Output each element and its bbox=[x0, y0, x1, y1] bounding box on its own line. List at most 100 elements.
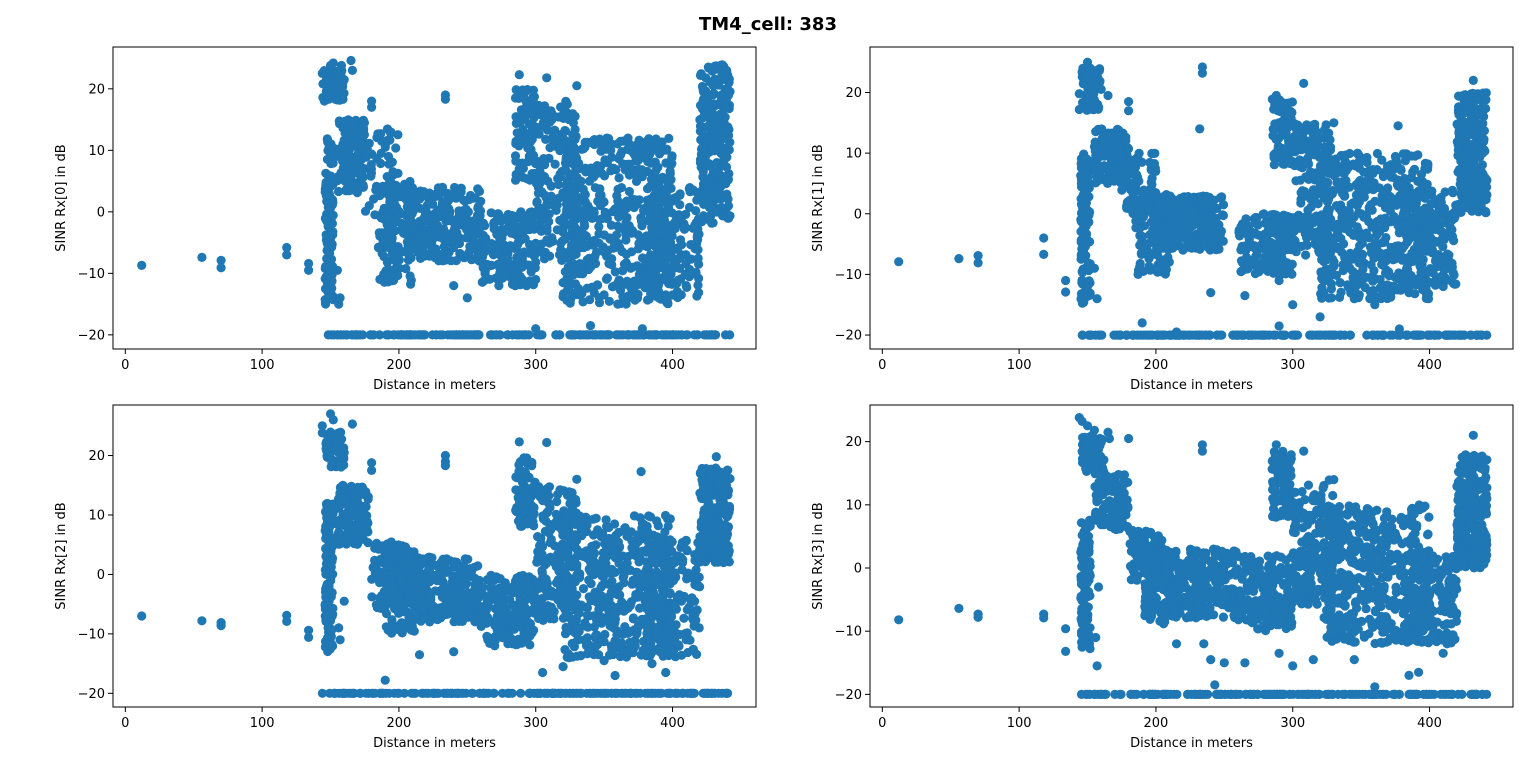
scatter-point bbox=[320, 78, 330, 88]
scatter-point bbox=[531, 324, 541, 334]
scatter-point bbox=[694, 288, 704, 298]
scatter-point bbox=[576, 176, 586, 186]
scatter-point bbox=[1270, 214, 1281, 224]
scatter-point bbox=[1099, 136, 1109, 146]
scatter-point bbox=[1303, 157, 1313, 168]
scatter-point bbox=[1370, 300, 1380, 310]
scatter-point bbox=[536, 247, 547, 257]
scatter-point bbox=[607, 260, 617, 270]
scatter-point bbox=[1081, 70, 1091, 81]
scatter-point bbox=[642, 242, 653, 252]
scatter-point bbox=[1244, 221, 1254, 231]
scatter-point bbox=[518, 132, 529, 142]
scatter-point bbox=[326, 279, 336, 289]
scatter-point bbox=[519, 225, 530, 235]
scatter-point bbox=[515, 271, 525, 281]
scatter-point bbox=[600, 207, 610, 217]
scatter-point bbox=[1454, 91, 1464, 101]
scatter-point bbox=[637, 153, 647, 163]
scatter-point bbox=[1097, 330, 1107, 340]
scatter-point bbox=[1171, 327, 1182, 337]
scatter-point bbox=[599, 171, 610, 181]
scatter-point bbox=[339, 75, 349, 85]
scatter-point bbox=[1121, 136, 1131, 146]
x-tick-label: 400 bbox=[1417, 358, 1442, 373]
scatter-point bbox=[574, 290, 584, 300]
scatter-point bbox=[720, 330, 731, 340]
scatter-point bbox=[624, 186, 635, 197]
scatter-point bbox=[459, 195, 469, 205]
scatter-point bbox=[1479, 193, 1489, 203]
scatter-point bbox=[1339, 239, 1349, 249]
scatter-point bbox=[1439, 252, 1449, 262]
scatter-point bbox=[1292, 330, 1303, 340]
scatter-point bbox=[1319, 287, 1329, 297]
scatter-series bbox=[137, 409, 735, 698]
scatter-point bbox=[1372, 230, 1382, 240]
scatter-point bbox=[1194, 218, 1205, 228]
scatter-point bbox=[1348, 267, 1358, 277]
scatter-point bbox=[336, 330, 346, 340]
scatter-point bbox=[1433, 221, 1443, 231]
scatter-point bbox=[546, 191, 556, 201]
scatter-point bbox=[1163, 252, 1173, 262]
scatter-point bbox=[386, 128, 396, 138]
scatter-point bbox=[702, 330, 712, 340]
scatter-point bbox=[403, 196, 413, 206]
scatter-point bbox=[340, 118, 350, 128]
scatter-point bbox=[1304, 146, 1314, 156]
scatter-point bbox=[373, 243, 384, 253]
scatter-point bbox=[1478, 88, 1488, 98]
scatter-point bbox=[1132, 170, 1142, 180]
scatter-point bbox=[662, 195, 672, 205]
scatter-point bbox=[327, 239, 337, 249]
scatter-point bbox=[1424, 233, 1434, 243]
scatter-point bbox=[717, 180, 727, 190]
scatter-point bbox=[570, 279, 581, 289]
scatter-point bbox=[1129, 330, 1139, 340]
scatter-point bbox=[1344, 251, 1354, 262]
scatter-point bbox=[665, 166, 675, 176]
scatter-point bbox=[1150, 148, 1160, 158]
scatter-point bbox=[552, 225, 562, 235]
y-tick-label: −10 bbox=[835, 268, 862, 283]
scatter-point bbox=[509, 220, 519, 230]
scatter-point bbox=[338, 156, 348, 166]
scatter-point bbox=[1403, 330, 1413, 340]
scatter-point bbox=[391, 180, 401, 190]
scatter-point bbox=[568, 182, 579, 192]
scatter-point bbox=[602, 133, 612, 143]
scatter-point bbox=[1406, 280, 1416, 290]
scatter-point bbox=[572, 81, 582, 91]
scatter-point bbox=[1253, 242, 1264, 252]
scatter-point bbox=[1077, 267, 1088, 277]
scatter-point bbox=[1457, 157, 1467, 167]
scatter-point bbox=[383, 183, 393, 193]
y-tick-label: 10 bbox=[845, 147, 862, 162]
scatter-point bbox=[1089, 263, 1099, 273]
x-tick-label: 200 bbox=[387, 358, 412, 373]
x-tick-label: 300 bbox=[1280, 358, 1305, 373]
scatter-point bbox=[693, 245, 703, 255]
scatter-point bbox=[410, 330, 421, 340]
scatter-point bbox=[510, 175, 521, 185]
scatter-point bbox=[1274, 321, 1284, 331]
scatter-point bbox=[1135, 262, 1145, 272]
scatter-point bbox=[489, 218, 499, 229]
scatter-point bbox=[1165, 191, 1175, 201]
x-tick-label: 200 bbox=[1144, 358, 1169, 373]
scatter-point bbox=[1372, 216, 1382, 227]
scatter-point bbox=[622, 330, 632, 340]
scatter-point bbox=[1091, 150, 1101, 160]
scatter-point bbox=[714, 74, 725, 85]
scatter-point bbox=[575, 193, 585, 203]
scatter-point bbox=[322, 245, 332, 256]
scatter-point bbox=[1375, 275, 1385, 285]
scatter-point bbox=[405, 239, 415, 249]
scatter-point bbox=[653, 280, 664, 290]
scatter-point bbox=[1362, 152, 1372, 163]
scatter-point bbox=[323, 221, 333, 232]
scatter-point bbox=[1109, 140, 1119, 150]
scatter-point bbox=[433, 249, 443, 259]
scatter-point bbox=[560, 234, 570, 244]
